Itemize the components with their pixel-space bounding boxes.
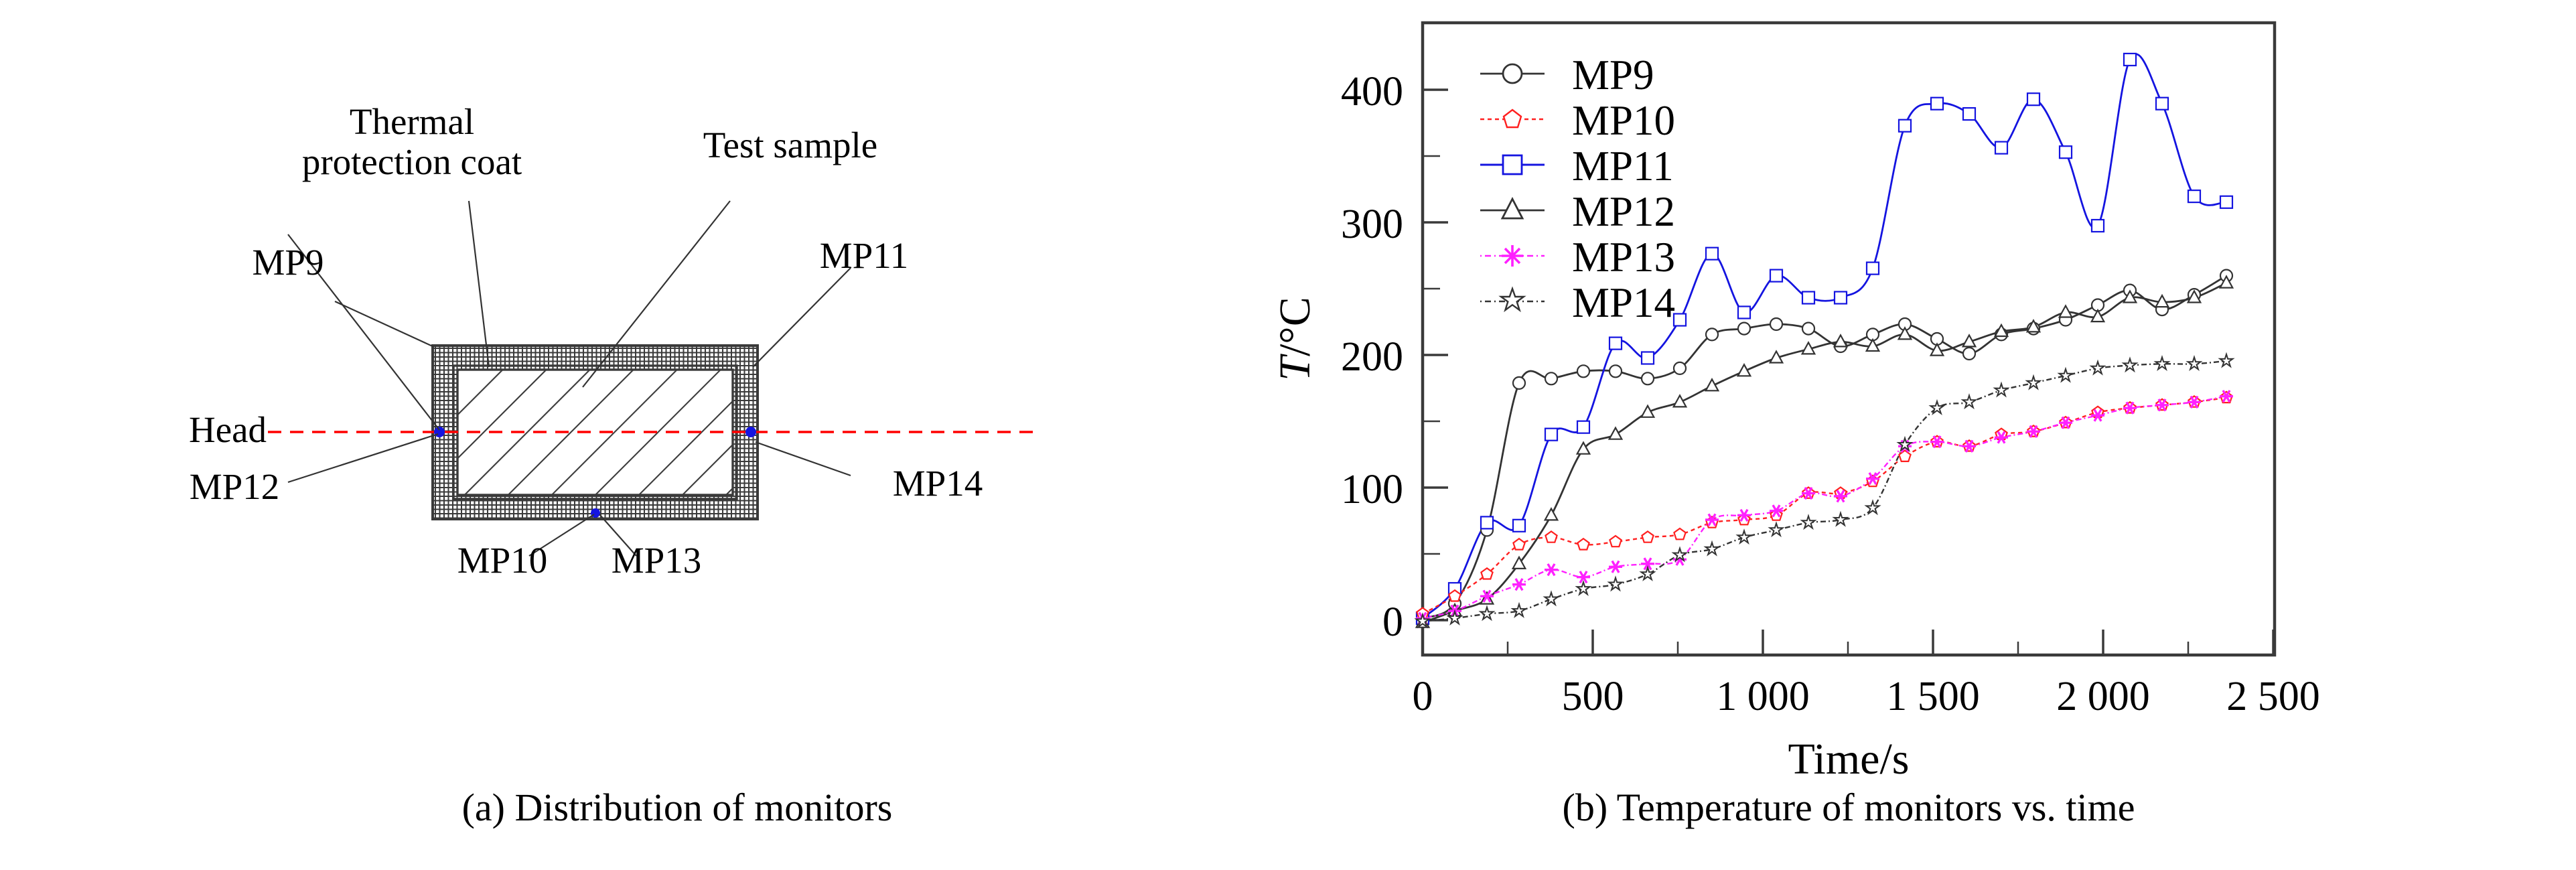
svg-text:1 000: 1 000: [1716, 674, 1810, 719]
svg-text:MP14: MP14: [893, 463, 983, 504]
svg-text:2 000: 2 000: [2056, 674, 2150, 719]
svg-text:MP11: MP11: [1572, 143, 1674, 190]
svg-text:MP10: MP10: [457, 540, 548, 581]
svg-text:Test sample: Test sample: [703, 125, 877, 165]
svg-text:MP9: MP9: [1572, 52, 1654, 98]
svg-text:MP14: MP14: [1572, 279, 1675, 326]
svg-text:300: 300: [1341, 202, 1403, 247]
svg-text:2 500: 2 500: [2226, 674, 2320, 719]
svg-text:MP13: MP13: [612, 540, 702, 581]
svg-text:200: 200: [1341, 334, 1403, 380]
svg-text:Time/s: Time/s: [1788, 735, 1910, 784]
svg-text:500: 500: [1562, 674, 1624, 719]
svg-text:MP10: MP10: [1572, 97, 1675, 144]
svg-text:Thermal: Thermal: [350, 101, 474, 142]
svg-text:T/°C: T/°C: [1271, 297, 1319, 380]
svg-text:100: 100: [1341, 467, 1403, 512]
svg-text:MP12: MP12: [1572, 188, 1675, 235]
svg-text:protection coat: protection coat: [302, 141, 522, 182]
svg-text:MP11: MP11: [820, 235, 908, 276]
svg-text:(b) Temperature of monitors vs: (b) Temperature of monitors vs. time: [1563, 786, 2135, 829]
svg-text:MP12: MP12: [190, 466, 280, 507]
svg-text:1 500: 1 500: [1886, 674, 1980, 719]
svg-text:MP13: MP13: [1572, 234, 1675, 281]
svg-text:Head: Head: [189, 409, 267, 450]
svg-text:MP9: MP9: [253, 242, 324, 283]
svg-text:0: 0: [1413, 674, 1433, 719]
svg-text:(a) Distribution of monitors: (a) Distribution of monitors: [462, 786, 893, 829]
svg-text:400: 400: [1341, 69, 1403, 115]
svg-text:0: 0: [1382, 599, 1403, 645]
